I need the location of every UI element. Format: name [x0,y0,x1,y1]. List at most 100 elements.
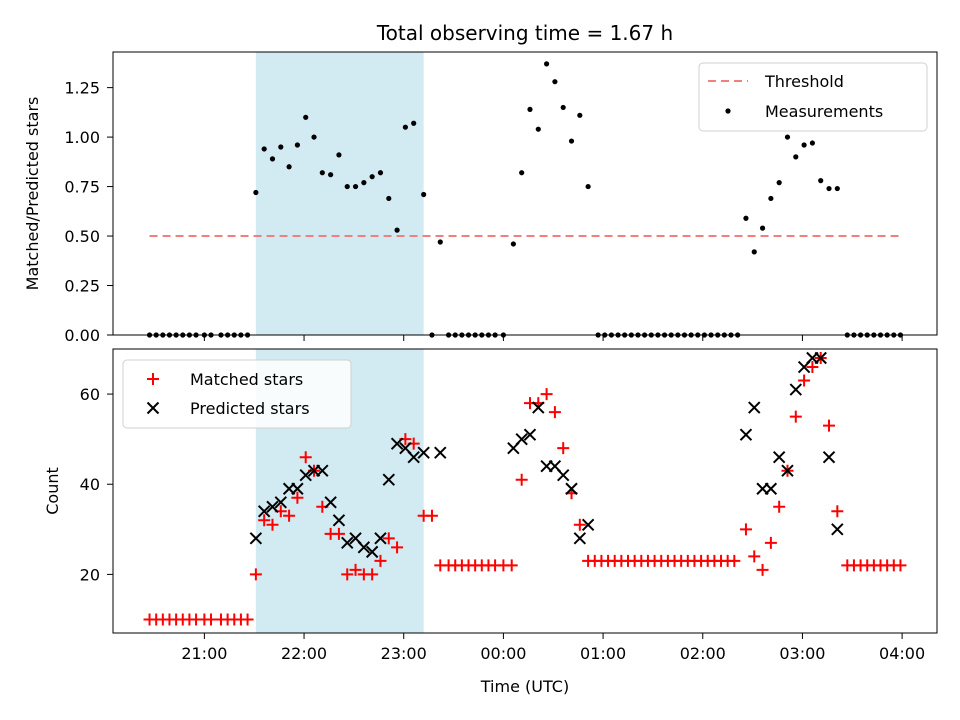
measurement-point [160,332,166,338]
matched-star-point [241,613,254,626]
predicted-star-point [814,351,827,365]
measurement-point [884,332,890,338]
measurement-point [648,332,654,338]
x-tick-label: 21:00 [181,644,227,663]
measurement-point [411,120,417,126]
predicted-star-point [390,437,404,450]
measurement-point [500,332,507,338]
measurement-point [519,170,525,176]
measurement-point [759,225,766,231]
measurement-point [386,195,392,202]
matched-star-point [505,559,518,572]
matched-star-point [573,518,586,531]
predicted-star-point [573,532,587,545]
legend-predicted-swatch [146,401,160,415]
y-axis-label: Count [43,467,62,515]
measurement-point [328,172,334,178]
matched-star-point [349,563,362,576]
measurement-point [784,134,791,140]
matched-star-point [299,451,312,464]
matched-star-point [374,554,387,567]
measurement-point [695,332,701,338]
matched-star-point [540,388,553,401]
predicted-star-point [341,536,354,550]
top-panel: 0.00 0.25 0.50 0.75 1.00 1.25 Matched/Predicte… [23,51,938,345]
predicted-star-point [772,450,786,464]
measurement-point [776,180,782,186]
measurement-point [465,332,472,338]
measurement-point [186,332,193,338]
measurement-point [668,332,674,338]
measurement-point [294,142,301,148]
measurement-point [303,114,309,120]
legend-threshold-label: Threshold [764,72,844,91]
measurement-point [560,104,566,111]
y-tick-label: 60 [80,385,100,404]
y-tick-label: 1.00 [64,128,100,147]
measurement-point [675,332,681,338]
predicted-star-point [789,383,802,396]
bottom-panel: 20 40 60 21:00 22:00 23:00 00:00 01:00 02:00 03:0… [43,348,938,663]
legend-matched-swatch [147,373,159,385]
x-tick-label: 00:00 [480,644,526,663]
legend-measurements-swatch [725,108,731,114]
legend-predicted-label: Predicted stars [190,399,310,418]
legend-box [698,62,928,132]
measurement-point [721,332,727,338]
measurement-point [877,332,884,338]
measurement-point [445,332,452,338]
measurement-point [377,170,384,176]
measurement-point [437,239,443,245]
predicted-star-point [249,532,263,545]
measurement-point [834,185,840,192]
x-tick-label: 03:00 [779,644,825,663]
measurement-point [857,332,864,338]
measurement-point [628,332,634,338]
matched-star-point [806,361,819,374]
predicted-star-point [299,469,312,482]
predicted-star-point [739,428,753,441]
measurement-point [278,144,284,150]
measurement-point [218,332,224,338]
x-tick-label: 22:00 [281,644,327,663]
measurement-point [801,142,807,148]
measurement-point [286,164,292,170]
predicted-star-point [748,401,761,414]
predicted-star-point [831,523,844,536]
predicted-star-point [417,446,430,459]
y-tick-label: 20 [80,565,100,584]
measurement-point [818,178,824,184]
measurement-point [577,112,583,118]
measurement-point [231,332,237,338]
matched-star-point [366,568,379,581]
x-tick-label: 01:00 [580,644,626,663]
measurement-point [715,332,721,338]
matched-star-point [764,536,777,549]
predicted-star-point [557,469,570,482]
legend-matched-label: Matched stars [190,370,303,389]
measurement-point [238,332,244,338]
measurement-point [871,332,877,338]
predicted-star-point [374,532,387,545]
measurement-point [146,332,153,338]
measurement-point [269,156,276,162]
measurement-point [701,332,708,338]
matched-star-point [341,568,354,581]
measurement-point [897,332,904,338]
measurement-point [809,140,816,146]
measurement-point [394,227,400,233]
measurement-point [768,195,774,202]
measurement-point [421,191,427,198]
measurement-point [527,106,533,112]
measurement-point [688,332,694,338]
predicted-star-point [532,401,545,414]
measurement-point [608,332,614,338]
matched-star-point [823,419,836,432]
measurement-point [429,332,435,338]
measurement-point [728,332,734,338]
legend-measurements-label: Measurements [765,102,883,121]
matched-star-point [894,559,907,572]
measurement-point [369,174,375,180]
measurement-point [244,332,251,338]
